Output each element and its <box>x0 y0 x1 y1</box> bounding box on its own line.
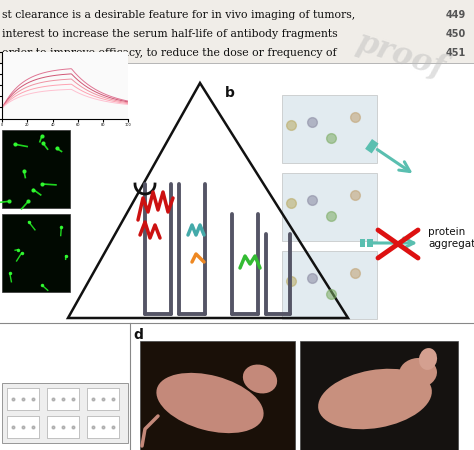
Ellipse shape <box>318 369 432 429</box>
Ellipse shape <box>419 348 437 370</box>
Ellipse shape <box>156 373 264 433</box>
Bar <box>140 341 295 450</box>
Text: protein
aggregation: protein aggregation <box>428 227 474 249</box>
Text: d: d <box>133 328 143 342</box>
Text: 451: 451 <box>446 48 466 58</box>
Text: proof: proof <box>352 26 448 84</box>
Text: 449: 449 <box>446 10 466 20</box>
Text: st clearance is a desirable feature for in vivo imaging of tumors,: st clearance is a desirable feature for … <box>2 10 355 20</box>
Bar <box>87 388 119 410</box>
Bar <box>282 95 377 163</box>
Ellipse shape <box>243 364 277 393</box>
Ellipse shape <box>399 358 437 388</box>
Text: interest to increase the serum half-life of antibody fragments: interest to increase the serum half-life… <box>2 29 337 39</box>
Bar <box>282 251 377 319</box>
Text: 450: 450 <box>446 29 466 39</box>
Bar <box>2 383 128 443</box>
Text: b: b <box>225 86 235 100</box>
Bar <box>47 388 79 410</box>
Bar <box>47 416 79 438</box>
Bar <box>2 214 70 292</box>
Bar <box>7 416 39 438</box>
Bar <box>360 239 365 247</box>
Bar <box>2 130 70 208</box>
Bar <box>365 139 379 153</box>
Text: order to improve efficacy, to reduce the dose or frequency of: order to improve efficacy, to reduce the… <box>2 48 337 58</box>
Bar <box>282 173 377 241</box>
Bar <box>0 323 474 450</box>
Bar <box>300 341 458 450</box>
Bar <box>87 416 119 438</box>
Bar <box>0 63 474 323</box>
Bar <box>367 239 373 247</box>
Bar <box>7 388 39 410</box>
